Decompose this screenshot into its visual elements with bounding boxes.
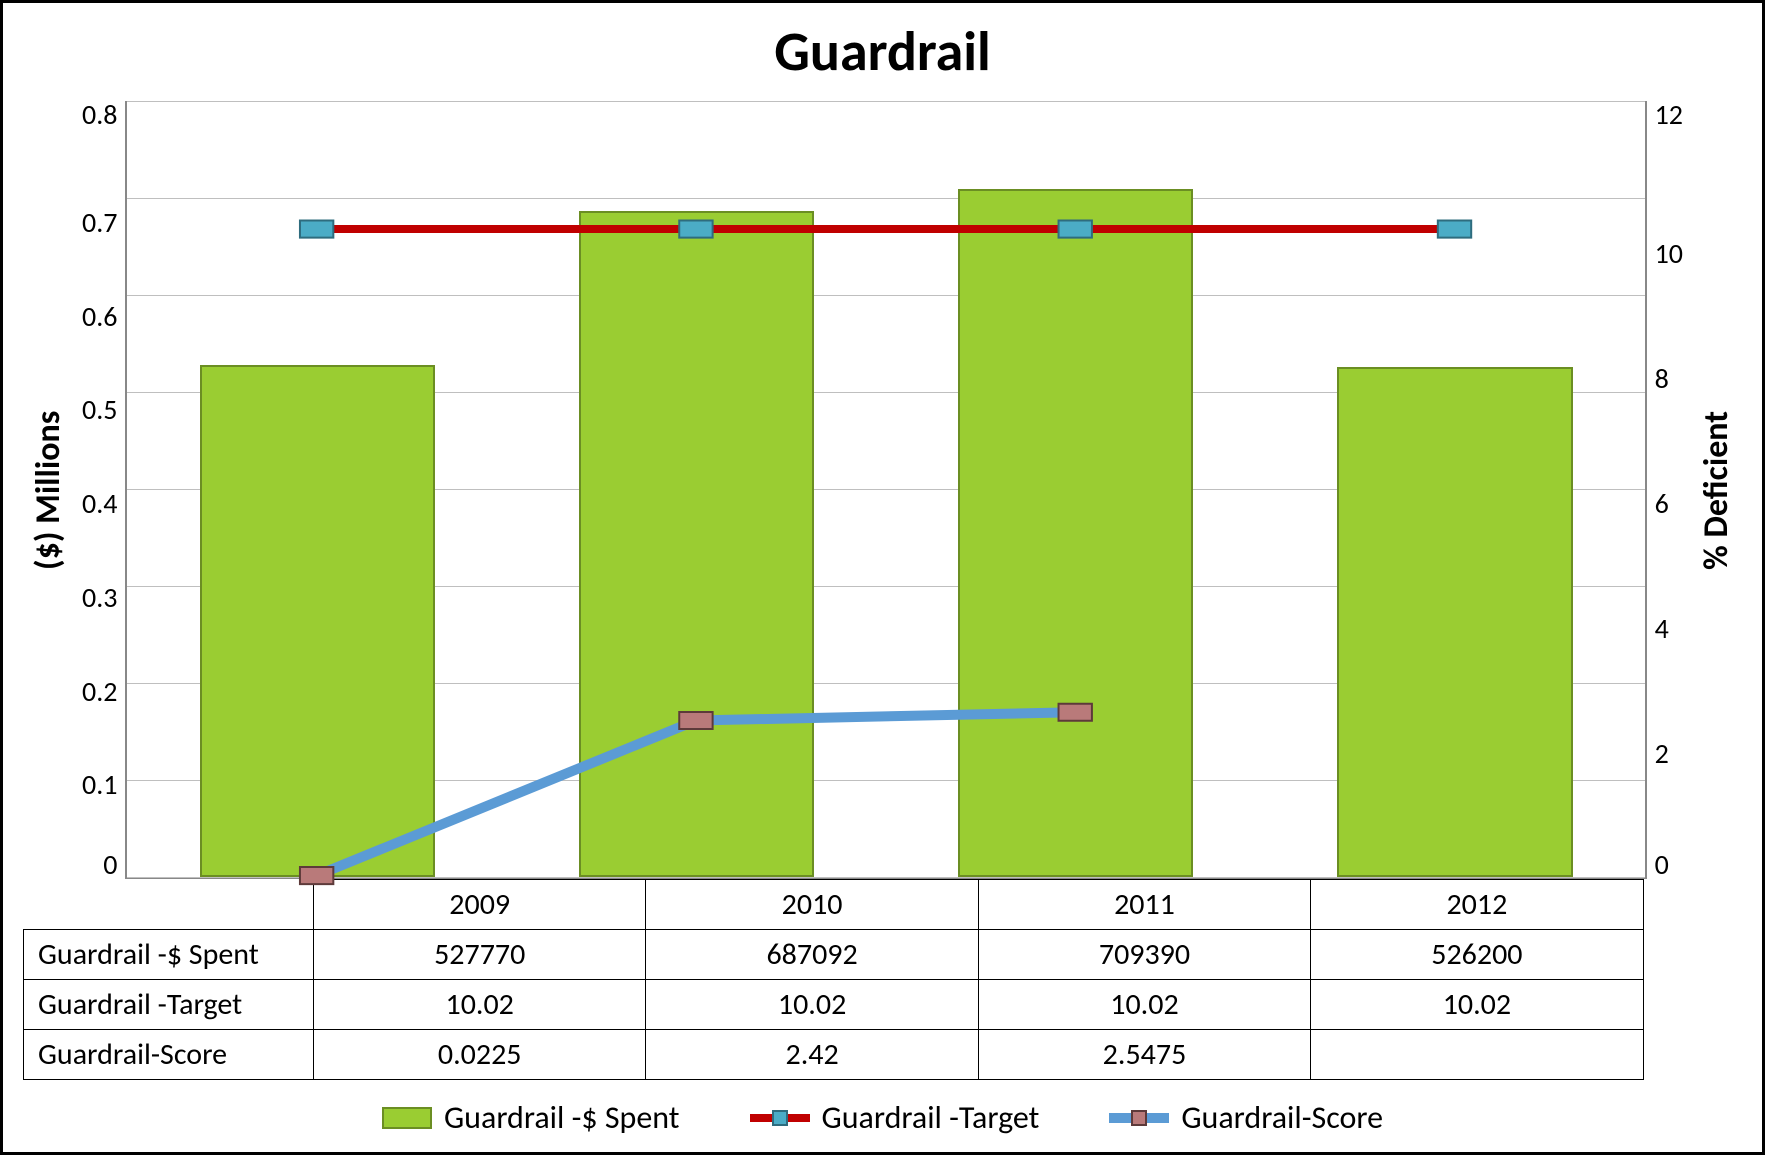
table-cell-spent-2012: 526200 [1311,930,1643,980]
legend-item-target: Guardrail -Target [750,1098,1040,1137]
y1-ticks: 0.8 0.7 0.6 0.5 0.4 0.3 0.2 0.1 0 [74,101,125,879]
y2-tick-label: 2 [1655,740,1683,768]
chart-title: Guardrail [23,18,1742,86]
data-table: 2009201020112012 Guardrail -$ Spent527770… [23,879,1644,1080]
y1-tick-label: 0.5 [82,396,117,424]
y2-tick-label: 12 [1655,101,1683,129]
table-cell-score-2009: 0.0225 [314,1030,646,1080]
table-year-2009: 2009 [314,880,646,930]
y1-axis-label: ($) Millions [23,101,74,879]
legend: Guardrail -$ Spent Guardrail -Target Guard… [23,1098,1742,1137]
y2-axis-label: % Deficient [1691,101,1742,879]
table-row-header-target: Guardrail -Target [24,980,314,1030]
score-marker [680,712,713,729]
table-cell-target-2009: 10.02 [314,980,646,1030]
y2-ticks: 12 10 8 6 4 2 0 [1647,101,1691,879]
y1-tick-label: 0.2 [82,678,117,706]
y1-tick-label: 0.8 [82,101,117,129]
table-row-header-spent: Guardrail -$ Spent [24,930,314,980]
target-marker [1059,221,1092,238]
table-cell-score-2012 [1311,1030,1643,1080]
table-cell-target-2010: 10.02 [646,980,978,1030]
plot-area [125,101,1646,879]
y1-tick-label: 0.1 [82,771,117,799]
legend-label-spent: Guardrail -$ Spent [444,1098,680,1137]
y2-tick-label: 6 [1655,490,1683,518]
y1-tick-label: 0.7 [82,209,117,237]
table-year-2010: 2010 [646,880,978,930]
legend-item-spent: Guardrail -$ Spent [382,1098,680,1137]
y1-tick-label: 0 [82,851,117,879]
table-cell-spent-2010: 687092 [646,930,978,980]
legend-line-icon [750,1108,810,1128]
table-cell-target-2011: 10.02 [978,980,1310,1030]
legend-line-icon [1109,1108,1169,1128]
legend-bar-icon [382,1107,432,1129]
legend-label-score: Guardrail-Score [1181,1098,1383,1137]
table-cell-score-2011: 2.5475 [978,1030,1310,1080]
legend-label-target: Guardrail -Target [822,1098,1040,1137]
y1-tick-label: 0.4 [82,490,117,518]
table-cell-spent-2011: 709390 [978,930,1310,980]
table-year-2012: 2012 [1311,880,1643,930]
target-marker [680,221,713,238]
table-corner [24,880,314,930]
table-cell-target-2012: 10.02 [1311,980,1643,1030]
y2-tick-label: 8 [1655,365,1683,393]
target-marker [1438,221,1471,238]
legend-item-score: Guardrail-Score [1109,1098,1383,1137]
chart-container: Guardrail ($) Millions 0.80.70.60.50.40.… [0,0,1765,1155]
y2-tick-label: 0 [1655,851,1683,879]
plot-wrapper: ($) Millions 0.8 0.7 0.6 0.5 0.4 0.3 0.2 0.1 0 1… [23,101,1742,879]
y1-tick-label: 0.3 [82,584,117,612]
table-row-header-score: Guardrail-Score [24,1030,314,1080]
table-cell-spent-2009: 527770 [314,930,646,980]
lines-layer [127,101,1644,877]
data-table-wrapper: 2009201020112012 Guardrail -$ Spent527770… [23,879,1742,1080]
table-cell-score-2010: 2.42 [646,1030,978,1080]
score-marker [300,867,333,884]
y1-tick-label: 0.6 [82,303,117,331]
score-marker [1059,704,1092,721]
score-line [317,712,1076,875]
y2-tick-label: 10 [1655,240,1683,268]
y2-tick-label: 4 [1655,615,1683,643]
table-year-2011: 2011 [978,880,1310,930]
target-marker [300,221,333,238]
